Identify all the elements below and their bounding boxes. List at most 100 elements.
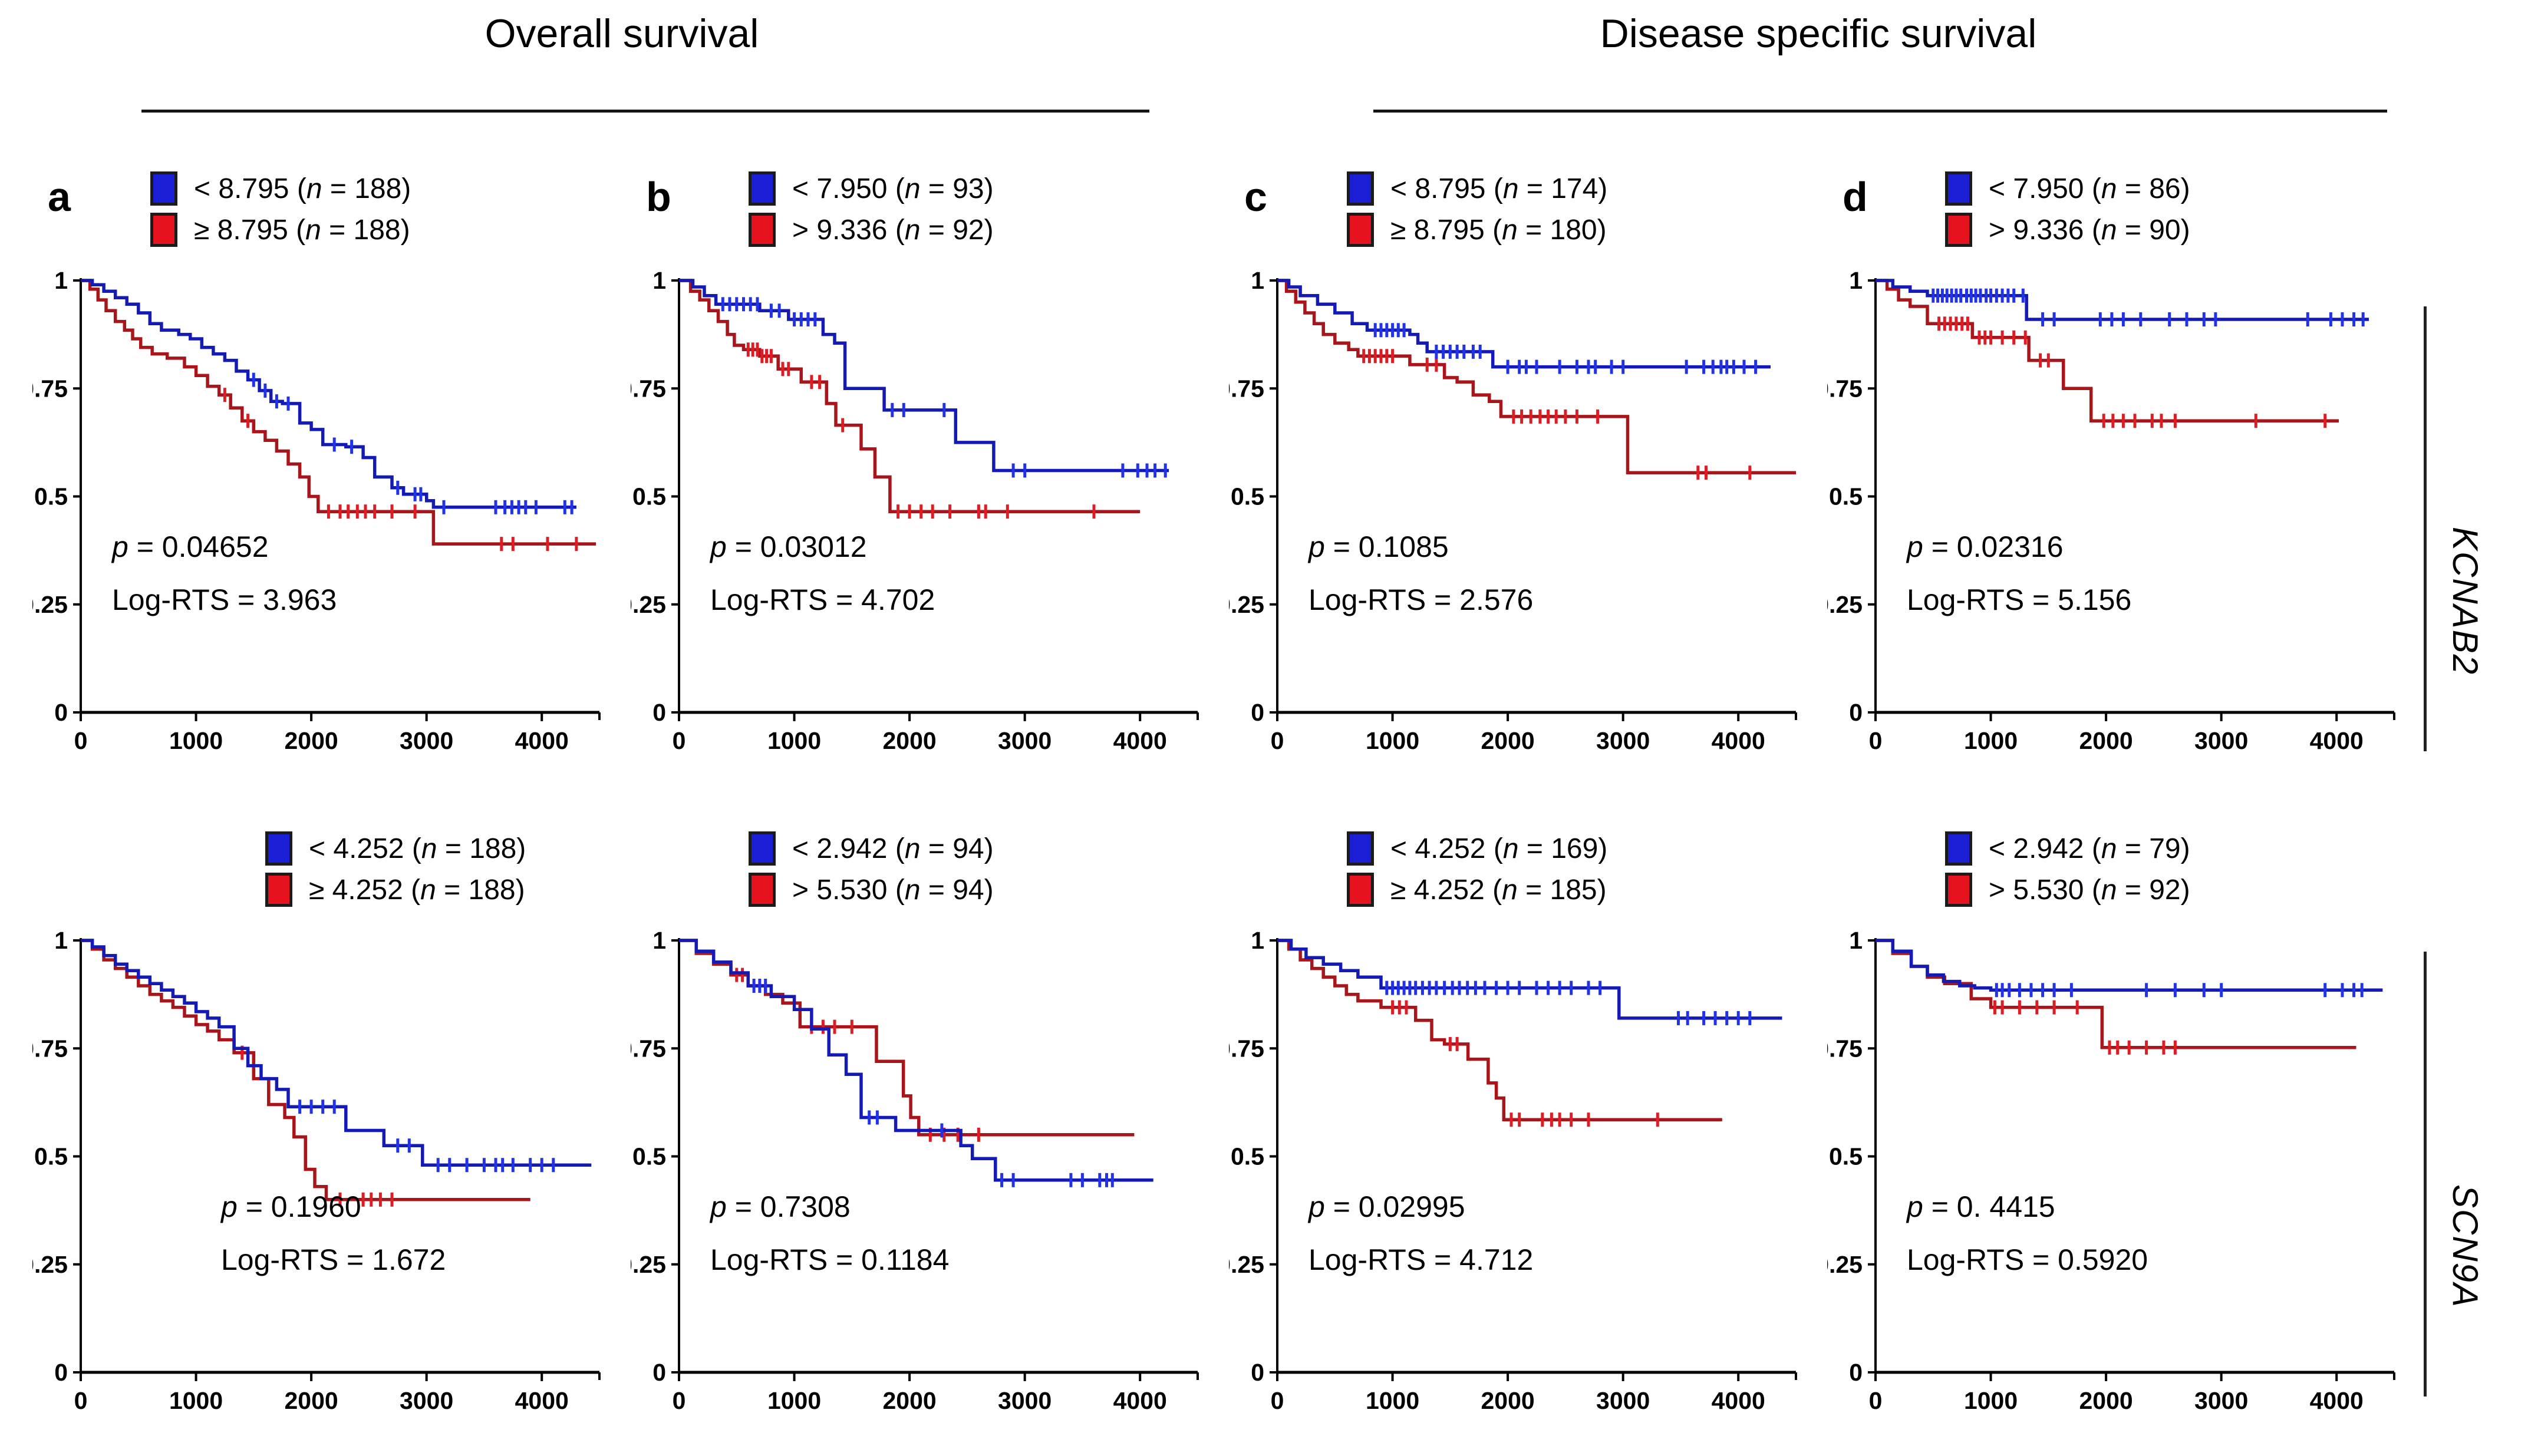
x-tick-label: 4000 bbox=[1712, 727, 1765, 754]
p-value: p = 0.1960 bbox=[221, 1190, 361, 1223]
y-tick-label: 1 bbox=[1849, 267, 1863, 294]
x-tick-label: 4000 bbox=[1712, 1387, 1765, 1414]
y-tick-label: 0.75 bbox=[631, 1035, 666, 1062]
plot-area: 1 0.75 0.5 0.25 00 1000 2000 3000 4000 p = 0.023… bbox=[1827, 260, 2408, 778]
legend-swatch-blue bbox=[1945, 171, 1972, 206]
y-tick-label: 0 bbox=[652, 1359, 666, 1386]
x-tick-label: 1000 bbox=[169, 727, 223, 754]
stats-block: p = 0.02995 Log-RTS = 4.712 bbox=[1309, 1192, 1533, 1298]
x-tick-label: 3000 bbox=[400, 1387, 453, 1414]
red-curve bbox=[81, 279, 596, 546]
y-tick-label: 1 bbox=[1849, 927, 1863, 954]
blue-curve bbox=[1277, 939, 1782, 1020]
x-tick-label: 3000 bbox=[2194, 727, 2248, 754]
legend-label: < 2.942 (n = 79) bbox=[1989, 833, 2190, 864]
red-curve bbox=[679, 939, 1135, 1137]
y-tick-label: 0.75 bbox=[1229, 1035, 1264, 1062]
stats-block: p = 0.7308 Log-RTS = 0.1184 bbox=[710, 1192, 949, 1298]
x-tick-label: 1000 bbox=[767, 727, 821, 754]
p-value: p = 0.04652 bbox=[112, 530, 269, 563]
x-tick-label: 3000 bbox=[2194, 1387, 2248, 1414]
legend-swatch-red bbox=[1945, 213, 1972, 247]
legend-swatch-blue bbox=[1945, 831, 1972, 866]
km-plot: 1 0.75 0.5 0.25 00 1000 2000 3000 4000 bbox=[32, 927, 601, 1414]
km-panel-os-kcnab2-quartile: b < 7.950 (n = 93) > 9.336 (n = 92) 1 0.7… bbox=[631, 168, 1211, 778]
x-tick-label: 1000 bbox=[1366, 727, 1419, 754]
legend-item-high: > 5.530 (n = 94) bbox=[749, 873, 1211, 907]
red-curve bbox=[1277, 939, 1722, 1121]
panel-row-scn9a: < 4.252 (n = 188) ≥ 4.252 (n = 188) 1 0.7… bbox=[32, 828, 2408, 1438]
y-tick-label: 0.75 bbox=[1827, 375, 1863, 402]
legend-label: < 4.252 (n = 169) bbox=[1390, 833, 1608, 864]
panel-letter: a bbox=[48, 174, 71, 220]
plot-area: 1 0.75 0.5 0.25 00 1000 2000 3000 4000 p = 0.046… bbox=[32, 260, 613, 778]
legend-swatch-red bbox=[1945, 873, 1972, 907]
log-rts-value: Log-RTS = 4.712 bbox=[1309, 1243, 1534, 1276]
legend-item-high: ≥ 8.795 (n = 180) bbox=[1347, 213, 1810, 247]
x-tick-label: 1000 bbox=[1964, 727, 2018, 754]
panel-row-kcnab2: a < 8.795 (n = 188) ≥ 8.795 (n = 188) 10… bbox=[32, 168, 2408, 778]
legend: < 7.950 (n = 93) > 9.336 (n = 92) bbox=[749, 171, 1211, 254]
km-plot: 1 0.75 0.5 0.25 00 1000 2000 3000 4000 bbox=[631, 267, 1199, 754]
log-rts-value: Log-RTS = 0.5920 bbox=[1907, 1243, 2148, 1276]
legend-label: < 8.795 (n = 174) bbox=[1390, 173, 1608, 204]
legend: < 4.252 (n = 188) ≥ 4.252 (n = 188) bbox=[265, 831, 613, 914]
x-tick-label: 0 bbox=[74, 1387, 88, 1414]
km-panel-dss-kcnab2: c < 8.795 (n = 174) ≥ 8.795 (n = 180) 10… bbox=[1229, 168, 1810, 778]
legend: < 2.942 (n = 79) > 5.530 (n = 92) bbox=[1945, 831, 2408, 914]
log-rts-value: Log-RTS = 1.672 bbox=[221, 1243, 446, 1276]
y-tick-label: 1 bbox=[54, 267, 68, 294]
stats-block: p = 0.1085 Log-RTS = 2.576 bbox=[1309, 532, 1533, 638]
legend-swatch-red bbox=[1347, 873, 1374, 907]
y-tick-label: 0.5 bbox=[1231, 483, 1264, 510]
x-tick-label: 4000 bbox=[1113, 727, 1167, 754]
x-tick-label: 3000 bbox=[998, 1387, 1052, 1414]
km-plot: 1 0.75 0.5 0.25 00 1000 2000 3000 4000 bbox=[32, 267, 601, 754]
x-tick-label: 3000 bbox=[1596, 727, 1650, 754]
y-tick-label: 0.25 bbox=[1229, 1251, 1264, 1278]
legend-label: ≥ 8.795 (n = 188) bbox=[194, 214, 410, 246]
x-tick-label: 2000 bbox=[285, 727, 338, 754]
legend-label: > 9.336 (n = 92) bbox=[792, 214, 994, 246]
y-tick-label: 0.75 bbox=[1229, 375, 1264, 402]
y-tick-label: 0 bbox=[54, 1359, 68, 1386]
y-tick-label: 0.25 bbox=[631, 1251, 666, 1278]
y-tick-label: 0 bbox=[54, 699, 68, 726]
y-tick-label: 1 bbox=[1251, 927, 1264, 954]
legend-item-low: < 7.950 (n = 86) bbox=[1945, 171, 2408, 206]
x-tick-label: 4000 bbox=[2310, 1387, 2364, 1414]
stats-block: p = 0.04652 Log-RTS = 3.963 bbox=[112, 532, 337, 638]
legend-swatch-red bbox=[1347, 213, 1374, 247]
y-tick-label: 0.5 bbox=[1231, 1143, 1264, 1170]
x-tick-label: 2000 bbox=[2079, 1387, 2133, 1414]
y-tick-label: 0.25 bbox=[1229, 591, 1264, 618]
column-title-overall-survival: Overall survival bbox=[484, 11, 759, 56]
legend-label: > 5.530 (n = 92) bbox=[1989, 874, 2190, 906]
x-tick-label: 0 bbox=[74, 727, 88, 754]
stats-block: p = 0.03012 Log-RTS = 4.702 bbox=[710, 532, 935, 638]
log-rts-value: Log-RTS = 3.963 bbox=[112, 583, 337, 616]
legend-swatch-red bbox=[150, 213, 177, 247]
legend-swatch-blue bbox=[749, 171, 776, 206]
legend-swatch-red bbox=[749, 213, 776, 247]
legend-item-low: < 4.252 (n = 188) bbox=[265, 831, 613, 866]
y-tick-label: 0.25 bbox=[1827, 591, 1863, 618]
p-value: p = 0.7308 bbox=[710, 1190, 851, 1223]
x-tick-label: 3000 bbox=[400, 727, 453, 754]
log-rts-value: Log-RTS = 5.156 bbox=[1907, 583, 2132, 616]
x-tick-label: 0 bbox=[1271, 1387, 1284, 1414]
legend-swatch-blue bbox=[150, 171, 177, 206]
y-tick-label: 0 bbox=[1849, 699, 1863, 726]
legend-label: < 2.942 (n = 94) bbox=[792, 833, 994, 864]
legend-item-low: < 8.795 (n = 188) bbox=[150, 171, 613, 206]
legend-swatch-red bbox=[749, 873, 776, 907]
plot-area: 1 0.75 0.5 0.25 00 1000 2000 3000 4000 p = 0.730… bbox=[631, 920, 1211, 1438]
km-panel-os-kcnab2: a < 8.795 (n = 188) ≥ 8.795 (n = 188) 10… bbox=[32, 168, 613, 778]
stats-block: p = 0.1960 Log-RTS = 1.672 bbox=[221, 1192, 446, 1298]
x-tick-label: 0 bbox=[673, 727, 686, 754]
y-tick-label: 0.25 bbox=[32, 1251, 68, 1278]
km-plot: 1 0.75 0.5 0.25 00 1000 2000 3000 4000 bbox=[1827, 927, 2395, 1414]
y-tick-label: 0.25 bbox=[32, 591, 68, 618]
blue-curve bbox=[1277, 279, 1771, 369]
legend-item-high: ≥ 8.795 (n = 188) bbox=[150, 213, 613, 247]
